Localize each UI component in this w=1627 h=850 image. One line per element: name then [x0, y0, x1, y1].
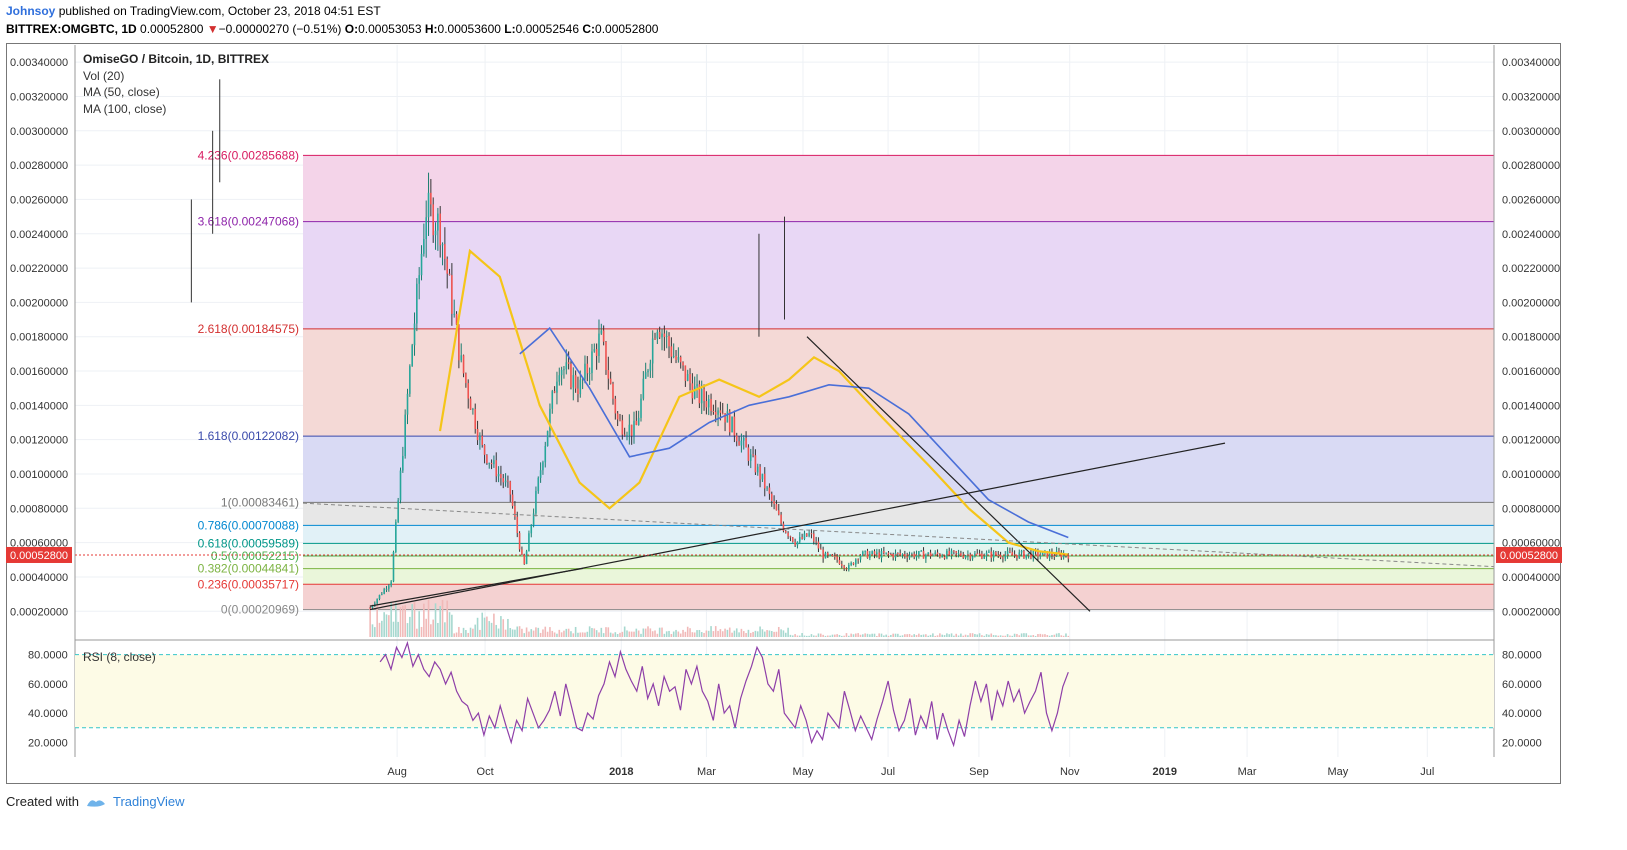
close-label: C: — [582, 22, 596, 36]
price-change: −0.00000270 (−0.51%) — [218, 22, 342, 36]
low-value: 0.00052546 — [515, 22, 580, 36]
publish-info: published on TradingView.com, October 23… — [58, 4, 381, 18]
publish-header: Johnsoy published on TradingView.com, Oc… — [6, 4, 381, 18]
open-label: O: — [344, 22, 359, 36]
down-arrow-icon: ▼ — [206, 22, 219, 36]
legend-ma50: MA (50, close) — [83, 85, 160, 99]
open-value: 0.00053053 — [358, 22, 422, 36]
footer: Created with TradingView — [6, 794, 185, 809]
author-name[interactable]: Johnsoy — [6, 4, 56, 18]
created-with: Created with — [6, 794, 79, 809]
high-label: H: — [424, 22, 438, 36]
tradingview-logo-icon — [86, 799, 105, 807]
symbol: BITTREX:OMGBTC, 1D — [6, 22, 137, 36]
close-value: 0.00052800 — [595, 22, 659, 36]
rsi-label: RSI (8, close) — [83, 650, 156, 664]
low-label: L: — [504, 22, 516, 36]
tradingview-link[interactable]: TradingView — [112, 794, 185, 809]
last-price: 0.00052800 — [140, 22, 204, 36]
chart-frame — [6, 43, 1561, 784]
symbol-header: BITTREX:OMGBTC, 1D 0.00052800 ▼−0.000002… — [6, 22, 658, 36]
high-value: 0.00053600 — [437, 22, 501, 36]
legend-title: OmiseGO / Bitcoin, 1D, BITTREX — [83, 52, 270, 66]
chart-legend: OmiseGO / Bitcoin, 1D, BITTREX Vol (20) … — [83, 51, 269, 117]
legend-ma100: MA (100, close) — [83, 101, 167, 116]
legend-vol: Vol (20) — [83, 68, 125, 83]
